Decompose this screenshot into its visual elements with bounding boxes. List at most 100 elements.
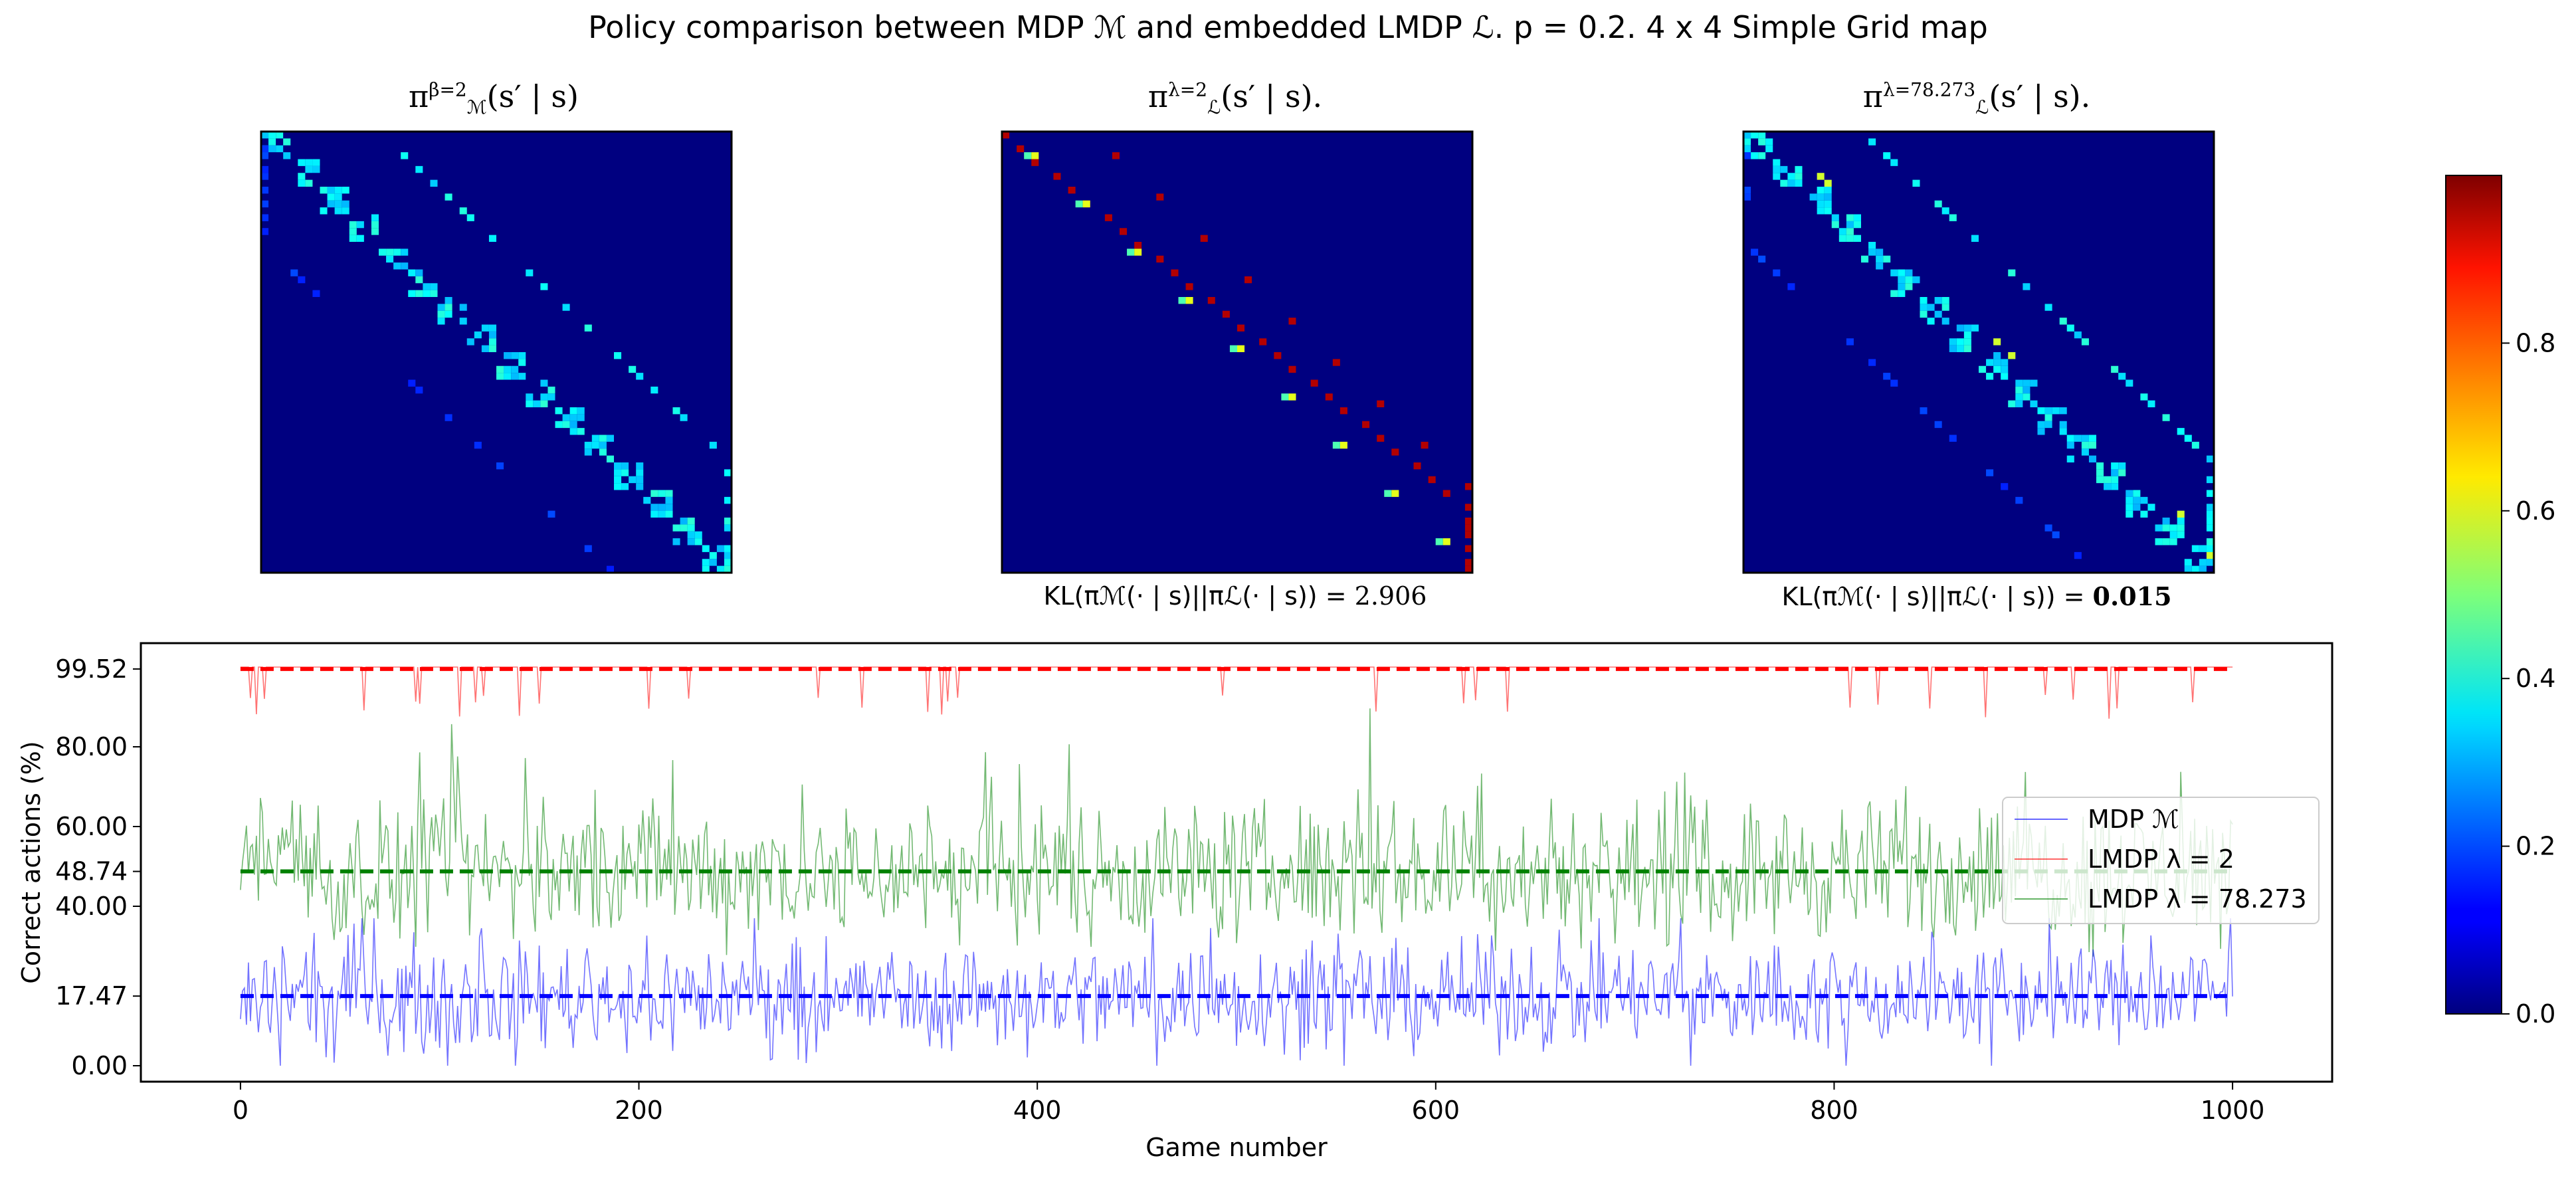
heatmap-lmdp-lambda-2	[1001, 130, 1474, 574]
heatmap-cell	[569, 421, 577, 429]
heatmap-cell	[268, 138, 276, 146]
heatmap-cell	[261, 187, 269, 194]
heatmap-cell	[2111, 365, 2119, 373]
heatmap-cell	[621, 483, 629, 490]
heatmap-cell	[650, 510, 658, 518]
heatmap-cell	[2044, 421, 2052, 429]
heatmap-cell	[327, 193, 335, 201]
heatmap-cell	[430, 290, 438, 298]
heatmap-cell	[1868, 359, 1876, 366]
heatmap-cell	[2155, 524, 2163, 532]
heatmap-cell	[1993, 359, 2001, 366]
heatmap-cell	[1743, 193, 1751, 201]
heatmap-cell	[1743, 138, 1751, 146]
heatmap-cell	[562, 414, 570, 421]
heatmap-cell	[614, 476, 622, 484]
heatmap-cell	[1787, 283, 1795, 290]
heatmap-cell	[401, 152, 409, 159]
heatmap-cell	[1795, 179, 1803, 187]
heatmap-cell	[2066, 455, 2074, 463]
heatmap-cell	[305, 165, 313, 173]
heatmap-cell	[2037, 421, 2045, 429]
heatmap-cell	[687, 531, 695, 539]
heatmap-cell	[2199, 559, 2207, 566]
heatmap-cell	[1949, 435, 1957, 442]
heatmap-cell	[1222, 310, 1230, 318]
heatmap-cell	[1274, 352, 1282, 359]
heatmap-cell	[437, 310, 445, 318]
line-chart: 0 200 400 600 800 1000 0.00 17.47 40.00 48.74 60.…	[17, 642, 2333, 1162]
heatmap-cell	[1751, 132, 1759, 139]
heatmap-cell	[636, 483, 644, 490]
heatmap-cell	[1017, 145, 1025, 153]
heatmap-cell	[2191, 441, 2199, 449]
heatmap-cell	[1883, 373, 1891, 380]
legend-box	[2002, 797, 2320, 924]
heatmap-cell	[540, 379, 548, 387]
heatmap-cell	[2162, 518, 2170, 525]
heatmap-cell	[1075, 200, 1083, 208]
heatmap-cell	[1068, 187, 1076, 194]
heatmap-cell	[1156, 193, 1164, 201]
heatmap-cell	[2133, 496, 2141, 504]
heatmap-cell	[584, 441, 592, 449]
heatmap-cell	[1868, 242, 1876, 249]
heatmap-cell	[1281, 393, 1289, 401]
heatmap-cell	[606, 435, 614, 442]
heatmap-cell	[1464, 545, 1472, 552]
heatmap-cell	[1831, 221, 1839, 229]
heatmap-cell	[599, 448, 607, 456]
heatmap-cell	[1780, 165, 1788, 173]
heatmap-cell	[445, 304, 452, 311]
heatmap-cell	[1905, 283, 1913, 290]
heatmap-cell	[2126, 496, 2133, 504]
heatmap-cell	[2015, 379, 2023, 387]
heatmap-cell	[1185, 283, 1193, 290]
heatmap-cell	[1773, 159, 1781, 166]
x-tick-label: 0	[233, 1096, 248, 1125]
heatmap-cell	[2081, 441, 2089, 449]
heatmap-cell	[312, 165, 320, 173]
heatmap-cell	[1024, 152, 1032, 159]
heatmap-frame	[1001, 130, 1474, 574]
heatmap-cell	[1156, 255, 1164, 263]
heatmap-cell	[687, 518, 695, 525]
heatmap-cell	[591, 435, 599, 442]
heatmap-cell	[724, 559, 732, 566]
heatmap-cell	[1993, 352, 2001, 359]
colorbar-tick-label: 0.6	[2516, 496, 2555, 526]
heatmap-cell	[672, 538, 680, 545]
heatmap-cell	[658, 490, 666, 497]
heatmap-cell	[1780, 179, 1788, 187]
heatmap-cell	[504, 373, 512, 380]
heatmap-cell	[511, 352, 519, 359]
heatmap-cell	[518, 359, 526, 366]
heatmap-cell	[1332, 359, 1340, 366]
heatmap-cell	[1949, 345, 1957, 353]
heatmap-cell	[614, 483, 622, 490]
heatmap-cell	[665, 504, 673, 511]
heatmap-cell	[2162, 414, 2170, 421]
heatmap-cell	[386, 248, 394, 256]
heatmap-cell	[1986, 359, 1994, 366]
heatmap-cell	[415, 276, 423, 284]
heatmap-cell	[2037, 407, 2045, 415]
heatmap-cell	[614, 469, 622, 476]
y-tick-label: 60.00	[55, 812, 128, 841]
heatmap-cell	[1986, 373, 1994, 380]
heatmap-cell	[2081, 338, 2089, 345]
heatmap-cell	[518, 352, 526, 359]
heatmap-cell	[2081, 435, 2089, 442]
heatmap-cell	[1876, 255, 1884, 263]
heatmap-cell	[2177, 531, 2185, 539]
heatmap-cell	[2177, 524, 2185, 532]
heatmap-cell	[2177, 510, 2185, 518]
heatmap-cell	[1853, 221, 1861, 229]
heatmap-cell	[2206, 490, 2214, 497]
heatmap-cell	[1442, 538, 1450, 545]
heatmap-cell	[1898, 276, 1906, 284]
heatmap-cell	[379, 248, 387, 256]
heatmap-cell	[268, 132, 276, 139]
heatmap-cell	[2126, 490, 2133, 497]
heatmap-cell	[694, 531, 702, 539]
